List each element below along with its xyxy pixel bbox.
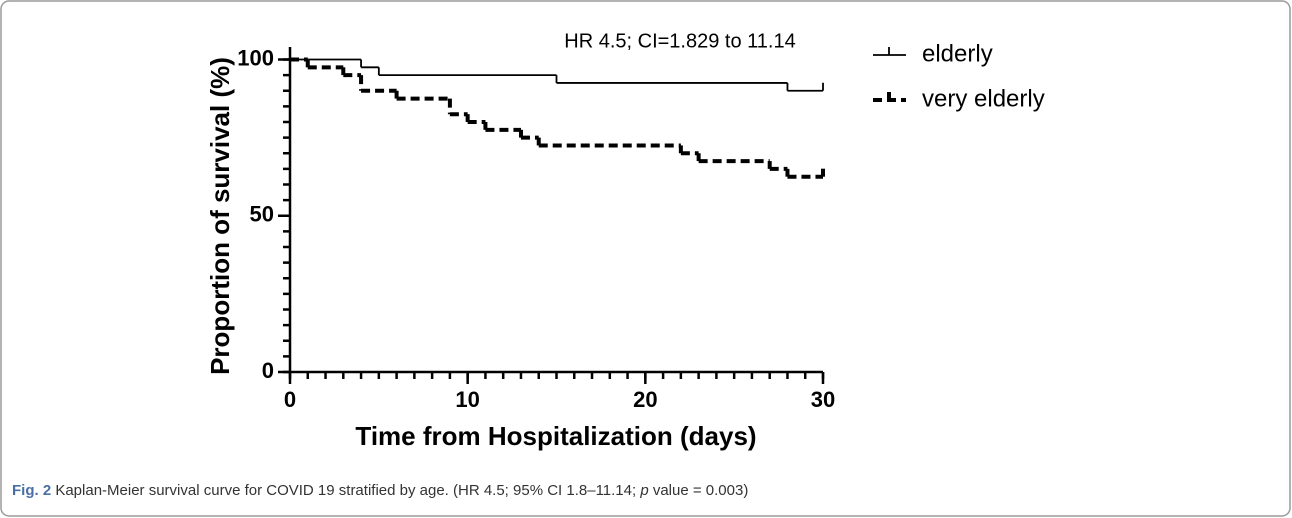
caption-text: value = 0.003) bbox=[649, 482, 749, 499]
annotation: HR 4.5; CI=1.829 to 11.14 bbox=[564, 30, 795, 52]
y-tick-label: 100 bbox=[237, 45, 274, 70]
x-tick-label: 30 bbox=[811, 387, 835, 412]
x-axis-title: Time from Hospitalization (days) bbox=[355, 421, 756, 451]
x-tick-label: 0 bbox=[284, 387, 296, 412]
y-axis-title: Proportion of survival (%) bbox=[205, 57, 235, 375]
y-tick-label: 50 bbox=[250, 202, 274, 227]
caption: Fig. 2 Kaplan-Meier survival curve for C… bbox=[12, 482, 748, 499]
legend-label: very elderly bbox=[922, 85, 1045, 112]
x-tick-label: 20 bbox=[633, 387, 657, 412]
caption-text: Kaplan-Meier survival curve for COVID 19… bbox=[51, 482, 640, 499]
legend-label: elderly bbox=[922, 40, 993, 67]
y-tick-label: 0 bbox=[262, 358, 274, 383]
caption-label: Fig. 2 bbox=[12, 482, 51, 499]
caption-text: p bbox=[639, 482, 648, 499]
x-tick-label: 10 bbox=[455, 387, 479, 412]
